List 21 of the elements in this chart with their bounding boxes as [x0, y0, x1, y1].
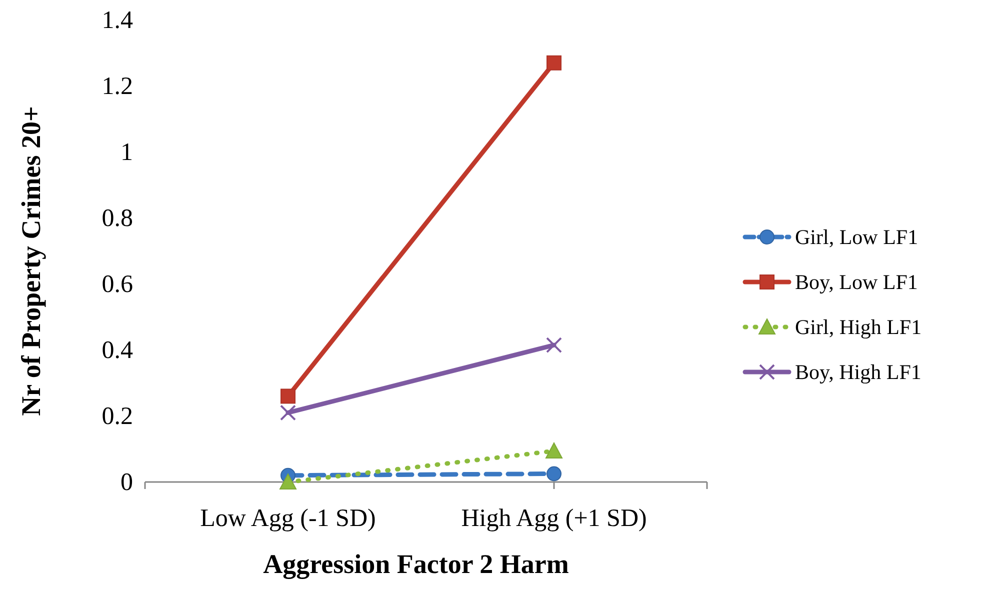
y-tick-label: 1.2	[102, 73, 133, 100]
y-tick-label: 1	[120, 139, 133, 166]
y-tick-label: 1.4	[102, 7, 134, 34]
point	[280, 388, 296, 404]
legend-label: Boy, High LF1	[795, 360, 922, 384]
x-tick-label: Low Agg (-1 SD)	[200, 504, 376, 532]
y-tick-label: 0.8	[102, 205, 133, 232]
y-tick-label: 0.2	[102, 403, 133, 430]
legend-label: Boy, Low LF1	[795, 270, 918, 294]
legend-label: Girl, Low LF1	[795, 225, 918, 249]
y-axis-title: Nr of Property Crimes 20+	[16, 106, 46, 416]
point	[546, 466, 562, 482]
y-tick-label: 0.6	[102, 271, 133, 298]
point	[280, 404, 296, 421]
point	[546, 55, 562, 70]
legend-label: Girl, High LF1	[795, 315, 922, 339]
y-tick-label: 0.4	[102, 337, 134, 364]
x-axis-title: Aggression Factor 2 Harm	[263, 549, 570, 579]
point	[546, 337, 562, 354]
y-tick-label: 0	[120, 469, 133, 496]
x-tick-label: High Agg (+1 SD)	[461, 504, 647, 532]
